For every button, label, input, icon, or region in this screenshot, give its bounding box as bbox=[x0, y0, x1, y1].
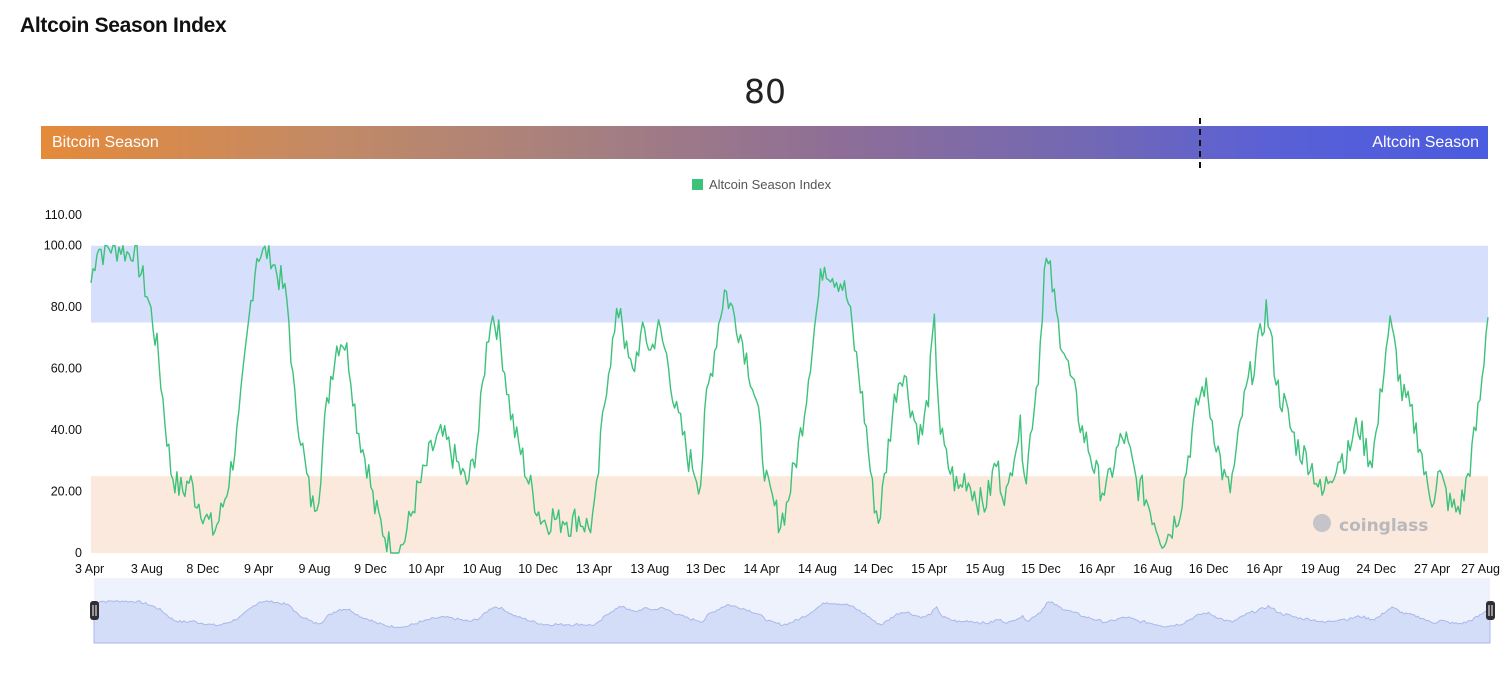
y-tick-label: 20.00 bbox=[51, 485, 82, 499]
x-tick-label: 3 Apr bbox=[75, 562, 104, 576]
y-tick-label: 0 bbox=[75, 546, 82, 560]
x-tick-label: 15 Aug bbox=[966, 562, 1005, 576]
x-tick-label: 16 Dec bbox=[1189, 562, 1229, 576]
y-tick-label: 60.00 bbox=[51, 362, 82, 376]
x-tick-label: 9 Aug bbox=[299, 562, 331, 576]
x-tick-label: 16 Aug bbox=[1133, 562, 1172, 576]
watermark-text: coinglass bbox=[1339, 516, 1428, 536]
x-tick-label: 14 Apr bbox=[743, 562, 779, 576]
season-gradient-bar: Bitcoin Season Altcoin Season bbox=[41, 126, 1488, 159]
legend-swatch-icon bbox=[692, 179, 703, 190]
x-tick-label: 16 Apr bbox=[1246, 562, 1282, 576]
altcoin-index-line bbox=[90, 245, 1489, 554]
navigator-area bbox=[93, 600, 1491, 644]
x-tick-label: 27 Apr bbox=[1414, 562, 1450, 576]
y-tick-label: 80.00 bbox=[51, 300, 82, 314]
page-title: Altcoin Season Index bbox=[20, 14, 227, 37]
x-tick-label: 13 Apr bbox=[576, 562, 612, 576]
range-navigator[interactable] bbox=[90, 578, 1495, 644]
y-axis: 0 20.00 40.00 60.00 80.00 100.00 110.00 bbox=[44, 208, 82, 560]
x-tick-label: 13 Dec bbox=[686, 562, 726, 576]
x-tick-label: 10 Apr bbox=[408, 562, 444, 576]
legend-label: Altcoin Season Index bbox=[709, 177, 832, 192]
x-tick-label: 3 Aug bbox=[131, 562, 163, 576]
x-axis: 3 Apr 3 Aug 8 Dec 9 Apr 9 Aug 9 Dec 10 Apr 10 A… bbox=[75, 562, 1500, 576]
x-tick-label: 9 Apr bbox=[244, 562, 273, 576]
x-tick-label: 8 Dec bbox=[186, 562, 219, 576]
x-tick-label: 9 Dec bbox=[354, 562, 387, 576]
series-line bbox=[90, 245, 1489, 554]
current-index-value: 80 bbox=[744, 72, 786, 111]
season-bands bbox=[91, 245, 1488, 553]
x-tick-label: 24 Dec bbox=[1356, 562, 1396, 576]
navigator-right-handle[interactable] bbox=[1486, 601, 1495, 620]
x-tick-label: 10 Aug bbox=[463, 562, 502, 576]
x-tick-label: 27 Aug bbox=[1461, 562, 1500, 576]
x-tick-label: 10 Dec bbox=[518, 562, 558, 576]
current-value-marker bbox=[1199, 118, 1201, 168]
chart-legend[interactable]: Altcoin Season Index bbox=[692, 177, 831, 192]
x-tick-label: 14 Aug bbox=[798, 562, 837, 576]
navigator-left-handle[interactable] bbox=[90, 601, 99, 620]
y-tick-label: 110.00 bbox=[45, 208, 82, 222]
x-tick-label: 14 Dec bbox=[854, 562, 894, 576]
x-tick-label: 16 Apr bbox=[1079, 562, 1115, 576]
coinglass-logo-icon bbox=[1313, 514, 1331, 532]
y-tick-label: 100.00 bbox=[44, 239, 82, 253]
altcoin-season-label: Altcoin Season bbox=[1372, 134, 1479, 151]
x-tick-label: 13 Aug bbox=[630, 562, 669, 576]
x-tick-label: 15 Apr bbox=[911, 562, 947, 576]
band-bitcoin bbox=[91, 476, 1488, 553]
coinglass-watermark: coinglass bbox=[1313, 514, 1428, 536]
x-tick-label: 15 Dec bbox=[1021, 562, 1061, 576]
band-altcoin bbox=[91, 245, 1488, 323]
x-tick-label: 19 Aug bbox=[1301, 562, 1340, 576]
y-tick-label: 40.00 bbox=[51, 423, 82, 437]
bitcoin-season-label: Bitcoin Season bbox=[52, 134, 159, 151]
